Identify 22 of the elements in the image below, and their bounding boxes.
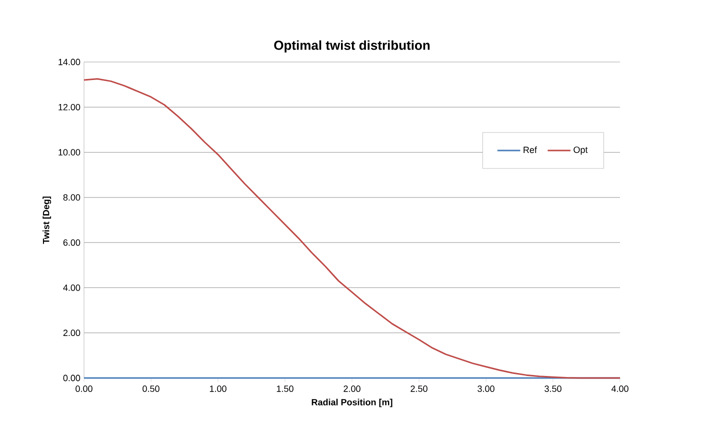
y-tick-label: 8.00 [63, 194, 80, 201]
x-axis-title: Radial Position [m] [312, 398, 392, 408]
chart-title: Optimal twist distribution [274, 40, 430, 52]
y-tick-label: 4.00 [63, 284, 80, 291]
legend-label: Ref [524, 146, 537, 154]
x-tick-label: 3.00 [478, 386, 494, 392]
x-tick-label: 0.00 [76, 386, 92, 392]
x-tick-label: 3.50 [544, 386, 562, 392]
x-tick-label: 1.50 [276, 386, 294, 392]
x-tick-label: 2.00 [344, 386, 360, 392]
y-tick-label: 0.00 [63, 374, 80, 382]
y-tick-label: 6.00 [63, 239, 80, 246]
x-tick-label: 4.00 [611, 386, 628, 392]
y-tick-label: 14.00 [58, 58, 80, 66]
x-tick-label: 2.50 [410, 386, 428, 392]
x-tick-label: 0.50 [142, 386, 160, 392]
x-tick-label: 1.00 [210, 386, 226, 392]
y-tick-label: 2.00 [63, 330, 80, 336]
y-tick-label: 10.00 [58, 149, 80, 156]
legend-label: Opt [574, 146, 588, 155]
y-tick-label: 12.00 [58, 104, 80, 110]
y-axis-title: Twist [Deg] [42, 196, 52, 244]
